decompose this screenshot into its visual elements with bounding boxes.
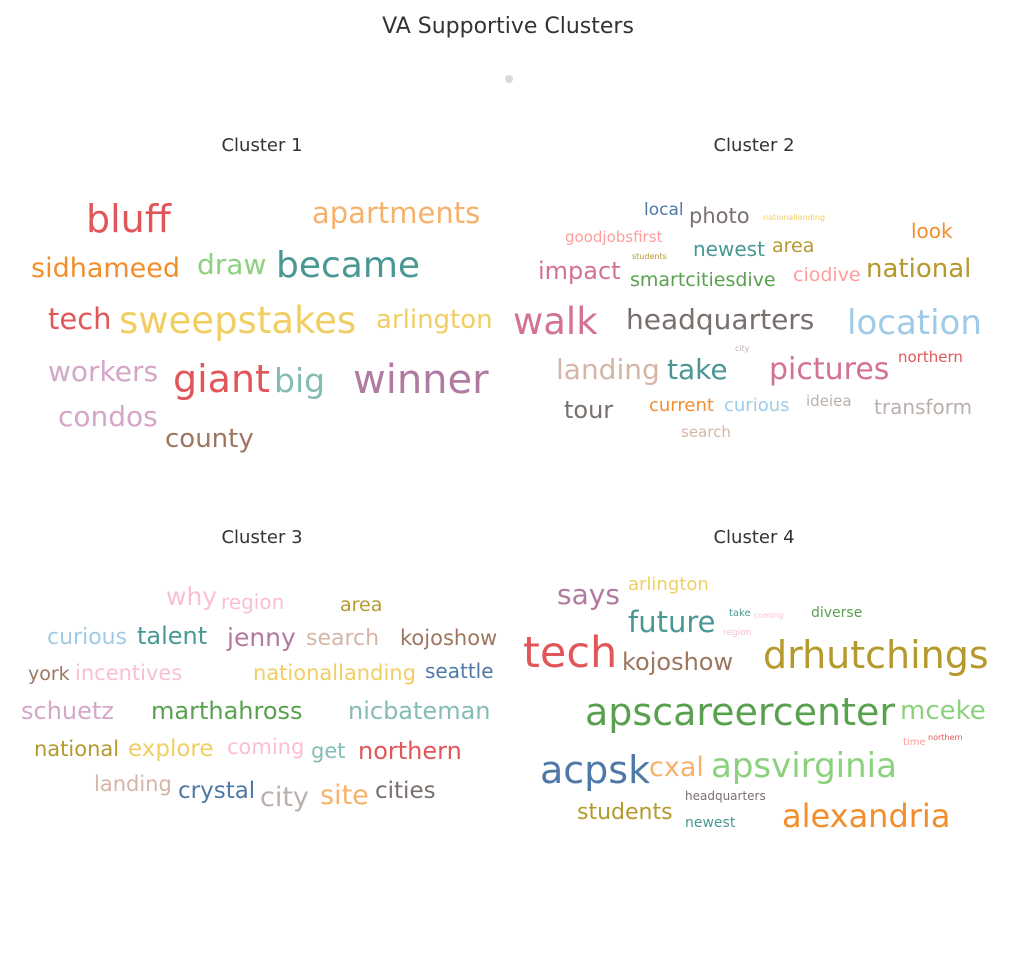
cluster-3-word[interactable]: get [311, 739, 346, 763]
cluster-2-word[interactable]: search [681, 423, 731, 441]
cluster-2-word[interactable]: local [644, 200, 684, 220]
cluster-3-word[interactable]: talent [137, 622, 208, 650]
cluster-3-word[interactable]: york [28, 663, 70, 685]
cluster-1-word[interactable]: winner [353, 357, 489, 403]
dashboard-title: VA Supportive Clusters [382, 14, 634, 39]
cluster-2-word[interactable]: look [911, 219, 953, 243]
cluster-1-word[interactable]: sweepstakes [119, 299, 357, 342]
cluster-1-word[interactable]: arlington [376, 305, 493, 335]
cluster-2-word[interactable]: location [847, 303, 982, 343]
cluster-3-word[interactable]: schuetz [21, 697, 114, 725]
cluster-4-word[interactable]: diverse [811, 605, 863, 621]
cluster-1-word[interactable]: became [276, 245, 421, 286]
cluster-3-word[interactable]: marthahross [151, 697, 303, 725]
cluster-4-word[interactable]: students [577, 800, 673, 825]
cluster-4-word[interactable]: newest [685, 815, 736, 831]
cluster-4-word[interactable]: drhutchings [763, 633, 989, 677]
cluster-3-word[interactable]: search [306, 626, 380, 651]
cluster-1-word[interactable]: big [274, 361, 326, 400]
cluster-3-word[interactable]: northern [358, 737, 462, 765]
cluster-4-title: Cluster 4 [713, 527, 795, 548]
cluster-4-word[interactable]: apsvirginia [711, 746, 897, 786]
cluster-4-word[interactable]: acpsk [540, 748, 651, 792]
cluster-2-word[interactable]: pictures [769, 352, 890, 387]
cluster-1-title: Cluster 1 [221, 135, 303, 156]
cluster-3-word[interactable]: explore [128, 736, 214, 762]
cluster-4-word[interactable]: kojoshow [622, 648, 734, 676]
cluster-4-word[interactable]: cxal [649, 752, 704, 783]
cluster-2-word[interactable]: curious [724, 395, 790, 416]
cluster-3-word[interactable]: landing [94, 772, 172, 796]
cluster-1-word[interactable]: workers [48, 355, 159, 388]
cluster-2-word[interactable]: impact [538, 257, 621, 285]
page-indicator-dot[interactable] [505, 75, 513, 83]
cluster-3-word[interactable]: crystal [178, 778, 256, 804]
cluster-3-word[interactable]: coming [227, 735, 305, 759]
cluster-3-word[interactable]: nicbateman [348, 697, 491, 725]
cluster-2-word[interactable]: photo [689, 204, 750, 228]
cluster-3-title: Cluster 3 [221, 527, 303, 548]
cluster-3-word[interactable]: national [34, 737, 120, 761]
cluster-2-word[interactable]: ideiea [806, 392, 852, 410]
cluster-2-word[interactable]: students [632, 252, 667, 261]
cluster-2-word[interactable]: area [772, 235, 815, 257]
cluster-2-word[interactable]: newest [693, 237, 765, 261]
cluster-3-word[interactable]: city [260, 782, 309, 813]
cluster-2-word[interactable]: national [866, 254, 972, 284]
cluster-4-word[interactable]: arlington [628, 574, 709, 595]
cluster-4-word[interactable]: coming [754, 611, 784, 620]
cluster-1-word[interactable]: draw [197, 248, 267, 281]
cluster-2-word[interactable]: ciodive [793, 264, 861, 286]
cluster-3-word[interactable]: site [320, 780, 369, 811]
cluster-3-word[interactable]: why [166, 582, 218, 611]
cluster-3-word[interactable]: incentives [75, 661, 183, 685]
cluster-1-word[interactable]: county [165, 424, 254, 454]
cluster-2-title: Cluster 2 [713, 135, 795, 156]
cluster-2-word[interactable]: headquarters [626, 303, 815, 336]
cluster-3-word[interactable]: curious [47, 625, 128, 650]
cluster-4-word[interactable]: region [723, 628, 752, 638]
cluster-1-word[interactable]: tech [48, 302, 112, 336]
cluster-4-word[interactable]: future [628, 605, 716, 639]
cluster-2-word[interactable]: current [649, 395, 714, 416]
cluster-3-word[interactable]: nationallanding [253, 661, 416, 685]
cluster-4-word[interactable]: says [557, 578, 620, 611]
cluster-3-word[interactable]: region [221, 590, 285, 614]
cluster-3-word[interactable]: kojoshow [400, 626, 498, 650]
cluster-2-word[interactable]: smartcitiesdive [630, 269, 776, 291]
cluster-3-word[interactable]: area [340, 594, 383, 616]
cluster-2-word[interactable]: tour [564, 396, 614, 424]
cluster-4-word[interactable]: apscareercenter [585, 690, 895, 734]
cluster-4-word[interactable]: mceke [900, 696, 986, 726]
cluster-4-word[interactable]: northern [928, 733, 963, 742]
cluster-1-word[interactable]: sidhameed [31, 253, 181, 284]
cluster-1-word[interactable]: bluff [86, 197, 171, 241]
cluster-1-word[interactable]: giant [173, 357, 270, 401]
cluster-2-word[interactable]: take [667, 353, 728, 386]
cluster-2-word[interactable]: transform [874, 395, 973, 419]
cluster-1-word[interactable]: condos [58, 400, 158, 433]
cluster-2-word[interactable]: goodjobsfirst [565, 228, 663, 246]
cluster-1-word[interactable]: apartments [312, 196, 481, 230]
cluster-4-word[interactable]: alexandria [782, 797, 951, 835]
cluster-2-word[interactable]: walk [513, 300, 598, 343]
cluster-3-word[interactable]: cities [375, 778, 436, 804]
cluster-4-word[interactable]: time [903, 737, 926, 748]
cluster-4-word[interactable]: take [729, 608, 751, 619]
cluster-3-word[interactable]: seattle [425, 659, 494, 683]
cluster-4-word[interactable]: tech [523, 628, 618, 678]
cluster-3-word[interactable]: jenny [227, 623, 296, 652]
cluster-2-word[interactable]: nationallanding [763, 213, 826, 222]
cluster-2-word[interactable]: northern [898, 348, 963, 366]
cluster-4-word[interactable]: headquarters [685, 789, 766, 803]
cluster-2-word[interactable]: city [735, 344, 750, 353]
cluster-2-word[interactable]: landing [556, 353, 660, 386]
